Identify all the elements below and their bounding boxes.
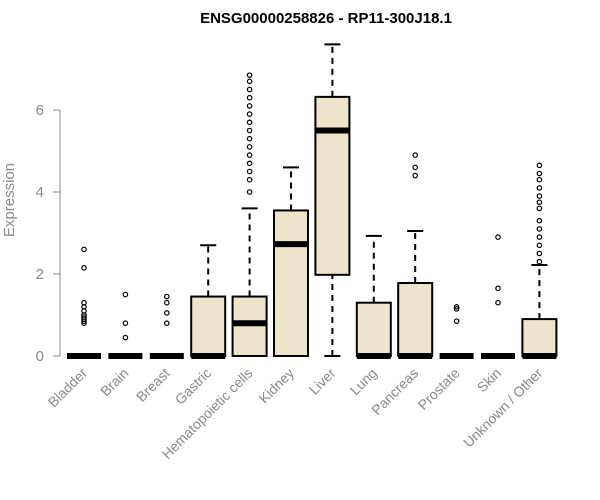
box-7 bbox=[314, 43, 351, 357]
box-iqr bbox=[521, 318, 558, 358]
outlier-point bbox=[536, 205, 543, 212]
outlier-point bbox=[246, 144, 253, 150]
outlier-point bbox=[246, 111, 253, 117]
y-tick-label: 0 bbox=[36, 348, 44, 365]
outlier-point bbox=[81, 265, 87, 271]
outlier-point bbox=[246, 78, 253, 85]
outlier-point bbox=[122, 334, 129, 341]
outlier-point bbox=[122, 320, 129, 327]
y-tick-label: 6 bbox=[36, 102, 44, 119]
box-iqr bbox=[314, 95, 351, 276]
outlier-point bbox=[164, 320, 170, 327]
box-6 bbox=[273, 166, 309, 357]
x-tick-label: Skin bbox=[474, 365, 505, 396]
outlier-point bbox=[412, 164, 419, 171]
box-iqr bbox=[190, 295, 227, 357]
box-iqr bbox=[273, 209, 309, 357]
outlier-point bbox=[536, 170, 543, 177]
outlier-point bbox=[412, 172, 419, 179]
outlier-point bbox=[495, 234, 501, 240]
box-iqr bbox=[231, 295, 268, 357]
outlier-point bbox=[81, 299, 87, 306]
outlier-point bbox=[81, 246, 87, 253]
box-iqr bbox=[355, 301, 392, 358]
y-axis: 0 2 4 6 bbox=[36, 102, 61, 365]
outlier-point bbox=[536, 234, 543, 240]
box-iqr bbox=[397, 282, 434, 357]
outlier-point bbox=[246, 189, 253, 195]
outlier-point bbox=[246, 103, 253, 109]
outlier-point bbox=[536, 242, 543, 249]
box-1 bbox=[67, 246, 101, 359]
x-tick-label: Kidney bbox=[256, 365, 298, 407]
chart-title: ENSG00000258826 - RP11-300J18.1 bbox=[200, 10, 452, 27]
outlier-point bbox=[246, 176, 253, 183]
outlier-point bbox=[246, 152, 253, 158]
box-9 bbox=[397, 152, 434, 359]
outlier-point bbox=[453, 306, 460, 312]
outlier-point bbox=[246, 160, 253, 167]
boxes-group bbox=[67, 43, 558, 359]
x-tick-label: Unknown / Other bbox=[460, 365, 546, 451]
x-tick-label: Breast bbox=[133, 365, 173, 405]
outlier-point bbox=[164, 293, 170, 300]
outlier-point bbox=[453, 303, 460, 310]
outlier-point bbox=[164, 310, 170, 316]
outlier-point bbox=[536, 217, 543, 224]
outlier-point bbox=[246, 72, 253, 78]
y-tick-label: 4 bbox=[36, 184, 44, 201]
box-5 bbox=[231, 72, 268, 357]
y-axis-label: Expression bbox=[1, 163, 18, 237]
outlier-point bbox=[246, 127, 253, 134]
x-tick-label: Liver bbox=[306, 365, 339, 398]
outlier-point bbox=[536, 162, 543, 169]
outlier-point bbox=[164, 299, 170, 306]
box-8 bbox=[355, 234, 392, 359]
outlier-point bbox=[412, 152, 419, 158]
x-tick-label: Prostate bbox=[415, 365, 463, 413]
outlier-point bbox=[536, 250, 543, 257]
box-12 bbox=[521, 162, 558, 359]
outlier-point bbox=[246, 135, 253, 142]
x-tick-label: Brain bbox=[97, 365, 131, 399]
x-tick-label: Bladder bbox=[45, 365, 91, 411]
outlier-point bbox=[536, 185, 543, 191]
box-11 bbox=[481, 234, 515, 359]
box-2 bbox=[108, 291, 143, 359]
outlier-point bbox=[495, 299, 501, 306]
outlier-point bbox=[536, 199, 543, 206]
x-tick-label: Lung bbox=[347, 365, 380, 398]
outlier-point bbox=[536, 258, 543, 265]
box-10 bbox=[439, 303, 474, 359]
box-4 bbox=[190, 244, 227, 359]
y-tick-label: 2 bbox=[36, 266, 44, 283]
box-3 bbox=[149, 293, 184, 359]
outlier-point bbox=[122, 291, 129, 298]
outlier-point bbox=[246, 94, 253, 101]
outlier-point bbox=[495, 285, 501, 292]
outlier-point bbox=[246, 86, 253, 93]
outlier-point bbox=[246, 168, 253, 175]
outlier-point bbox=[453, 318, 460, 324]
outlier-point bbox=[81, 314, 87, 320]
outlier-point bbox=[536, 193, 543, 199]
outlier-point bbox=[536, 226, 543, 232]
outlier-point bbox=[246, 119, 253, 126]
outlier-point bbox=[536, 176, 543, 183]
